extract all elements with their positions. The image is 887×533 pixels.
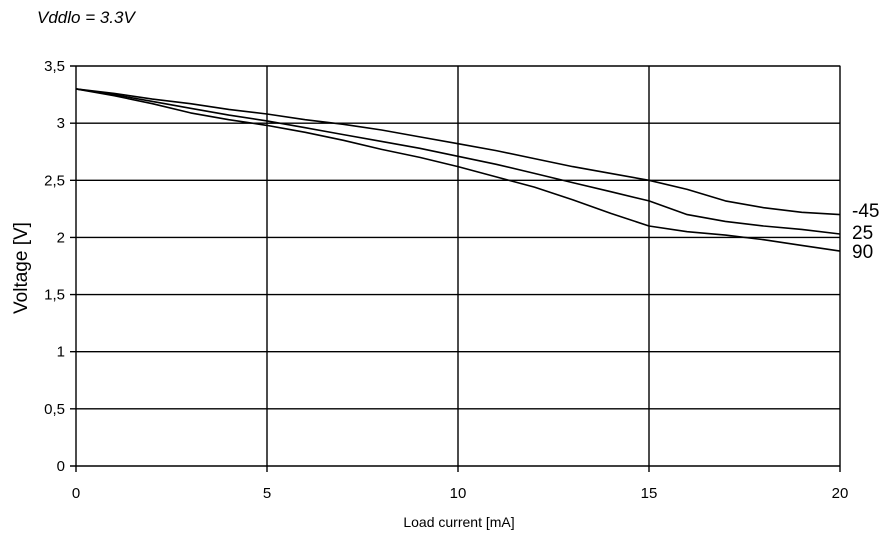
y-tick-label: 2 [57, 229, 65, 246]
x-tick-label: 5 [263, 485, 271, 502]
x-axis-label: Load current [mA] [403, 514, 514, 530]
y-tick-label: 3 [57, 115, 65, 132]
series-line-90 [75, 88, 841, 252]
series-label: 25 [852, 223, 873, 244]
y-tick-label: 0,5 [44, 401, 65, 418]
series-lines [75, 88, 841, 252]
y-axis-ticks: 0 0,5 1 1,5 2 2,5 3 3,5 [44, 58, 65, 475]
x-tick-label: 0 [72, 485, 80, 502]
y-axis-label: Voltage [V] [11, 222, 32, 314]
y-tick-label: 1 [57, 344, 65, 361]
x-tick-label: 10 [450, 485, 467, 502]
series-label: -45 [852, 201, 879, 222]
y-tick-label: 2,5 [44, 172, 65, 189]
x-tick-label: 15 [641, 485, 658, 502]
y-tick-label: 1,5 [44, 287, 65, 304]
series-label: 90 [852, 242, 873, 263]
chart-title: Vddlo = 3.3V [37, 8, 135, 27]
y-tick-label: 3,5 [44, 58, 65, 75]
series-line--45 [75, 88, 841, 216]
x-tick-label: 20 [832, 485, 849, 502]
series-line-25 [75, 88, 841, 235]
grid-lines [70, 65, 841, 472]
x-axis-ticks: 0 5 10 15 20 [72, 485, 849, 502]
y-tick-label: 0 [57, 458, 65, 475]
